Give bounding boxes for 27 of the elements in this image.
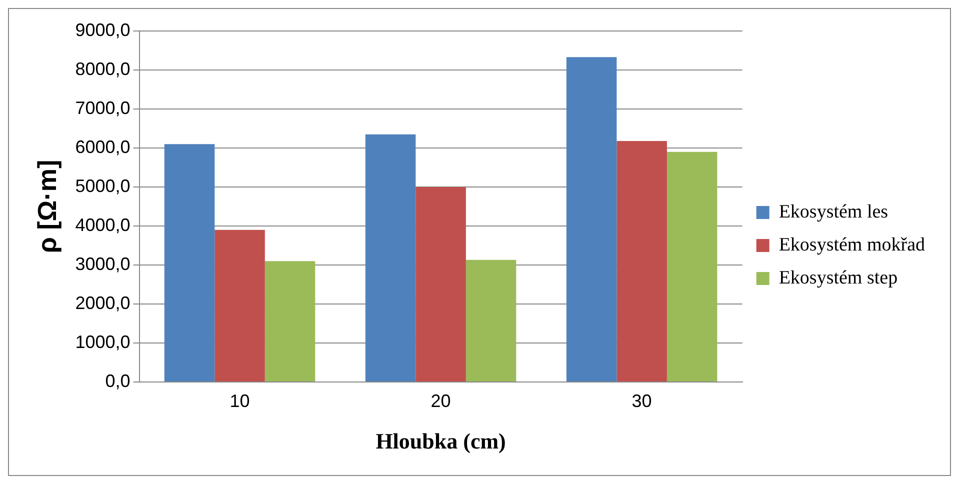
- y-tick-label: 8000,0: [75, 58, 130, 79]
- y-tick-label: 5000,0: [75, 176, 130, 196]
- x-tick-label: 30: [632, 390, 652, 411]
- y-tick-label: 1000,0: [75, 332, 130, 352]
- bar: [365, 134, 416, 382]
- bar: [214, 230, 265, 382]
- bar: [566, 57, 617, 382]
- y-tick-label: 7000,0: [75, 98, 130, 118]
- y-tick-label: 2000,0: [75, 292, 130, 313]
- x-axis-title: Hloubka (cm): [376, 428, 506, 454]
- legend-label: Ekosystém les: [778, 201, 888, 222]
- y-tick-label: 9000,0: [75, 20, 130, 40]
- bar: [264, 261, 316, 382]
- y-tick-label: 4000,0: [75, 214, 130, 235]
- legend-label: Ekosystém step: [778, 267, 898, 288]
- bar: [616, 140, 667, 382]
- bar: [416, 187, 466, 382]
- y-tick-label: 3000,0: [75, 254, 130, 274]
- y-tick-label: 0,0: [105, 370, 130, 391]
- x-tick-label: 20: [430, 390, 451, 411]
- bar: [666, 152, 718, 382]
- bar: [466, 260, 516, 382]
- legend-label: Ekosystém mokřad: [778, 234, 926, 256]
- y-tick-label: 6000,0: [75, 136, 130, 157]
- bar: [164, 144, 215, 382]
- y-axis-title: ρ [Ω·m]: [32, 160, 62, 254]
- x-tick-label: 10: [230, 390, 250, 411]
